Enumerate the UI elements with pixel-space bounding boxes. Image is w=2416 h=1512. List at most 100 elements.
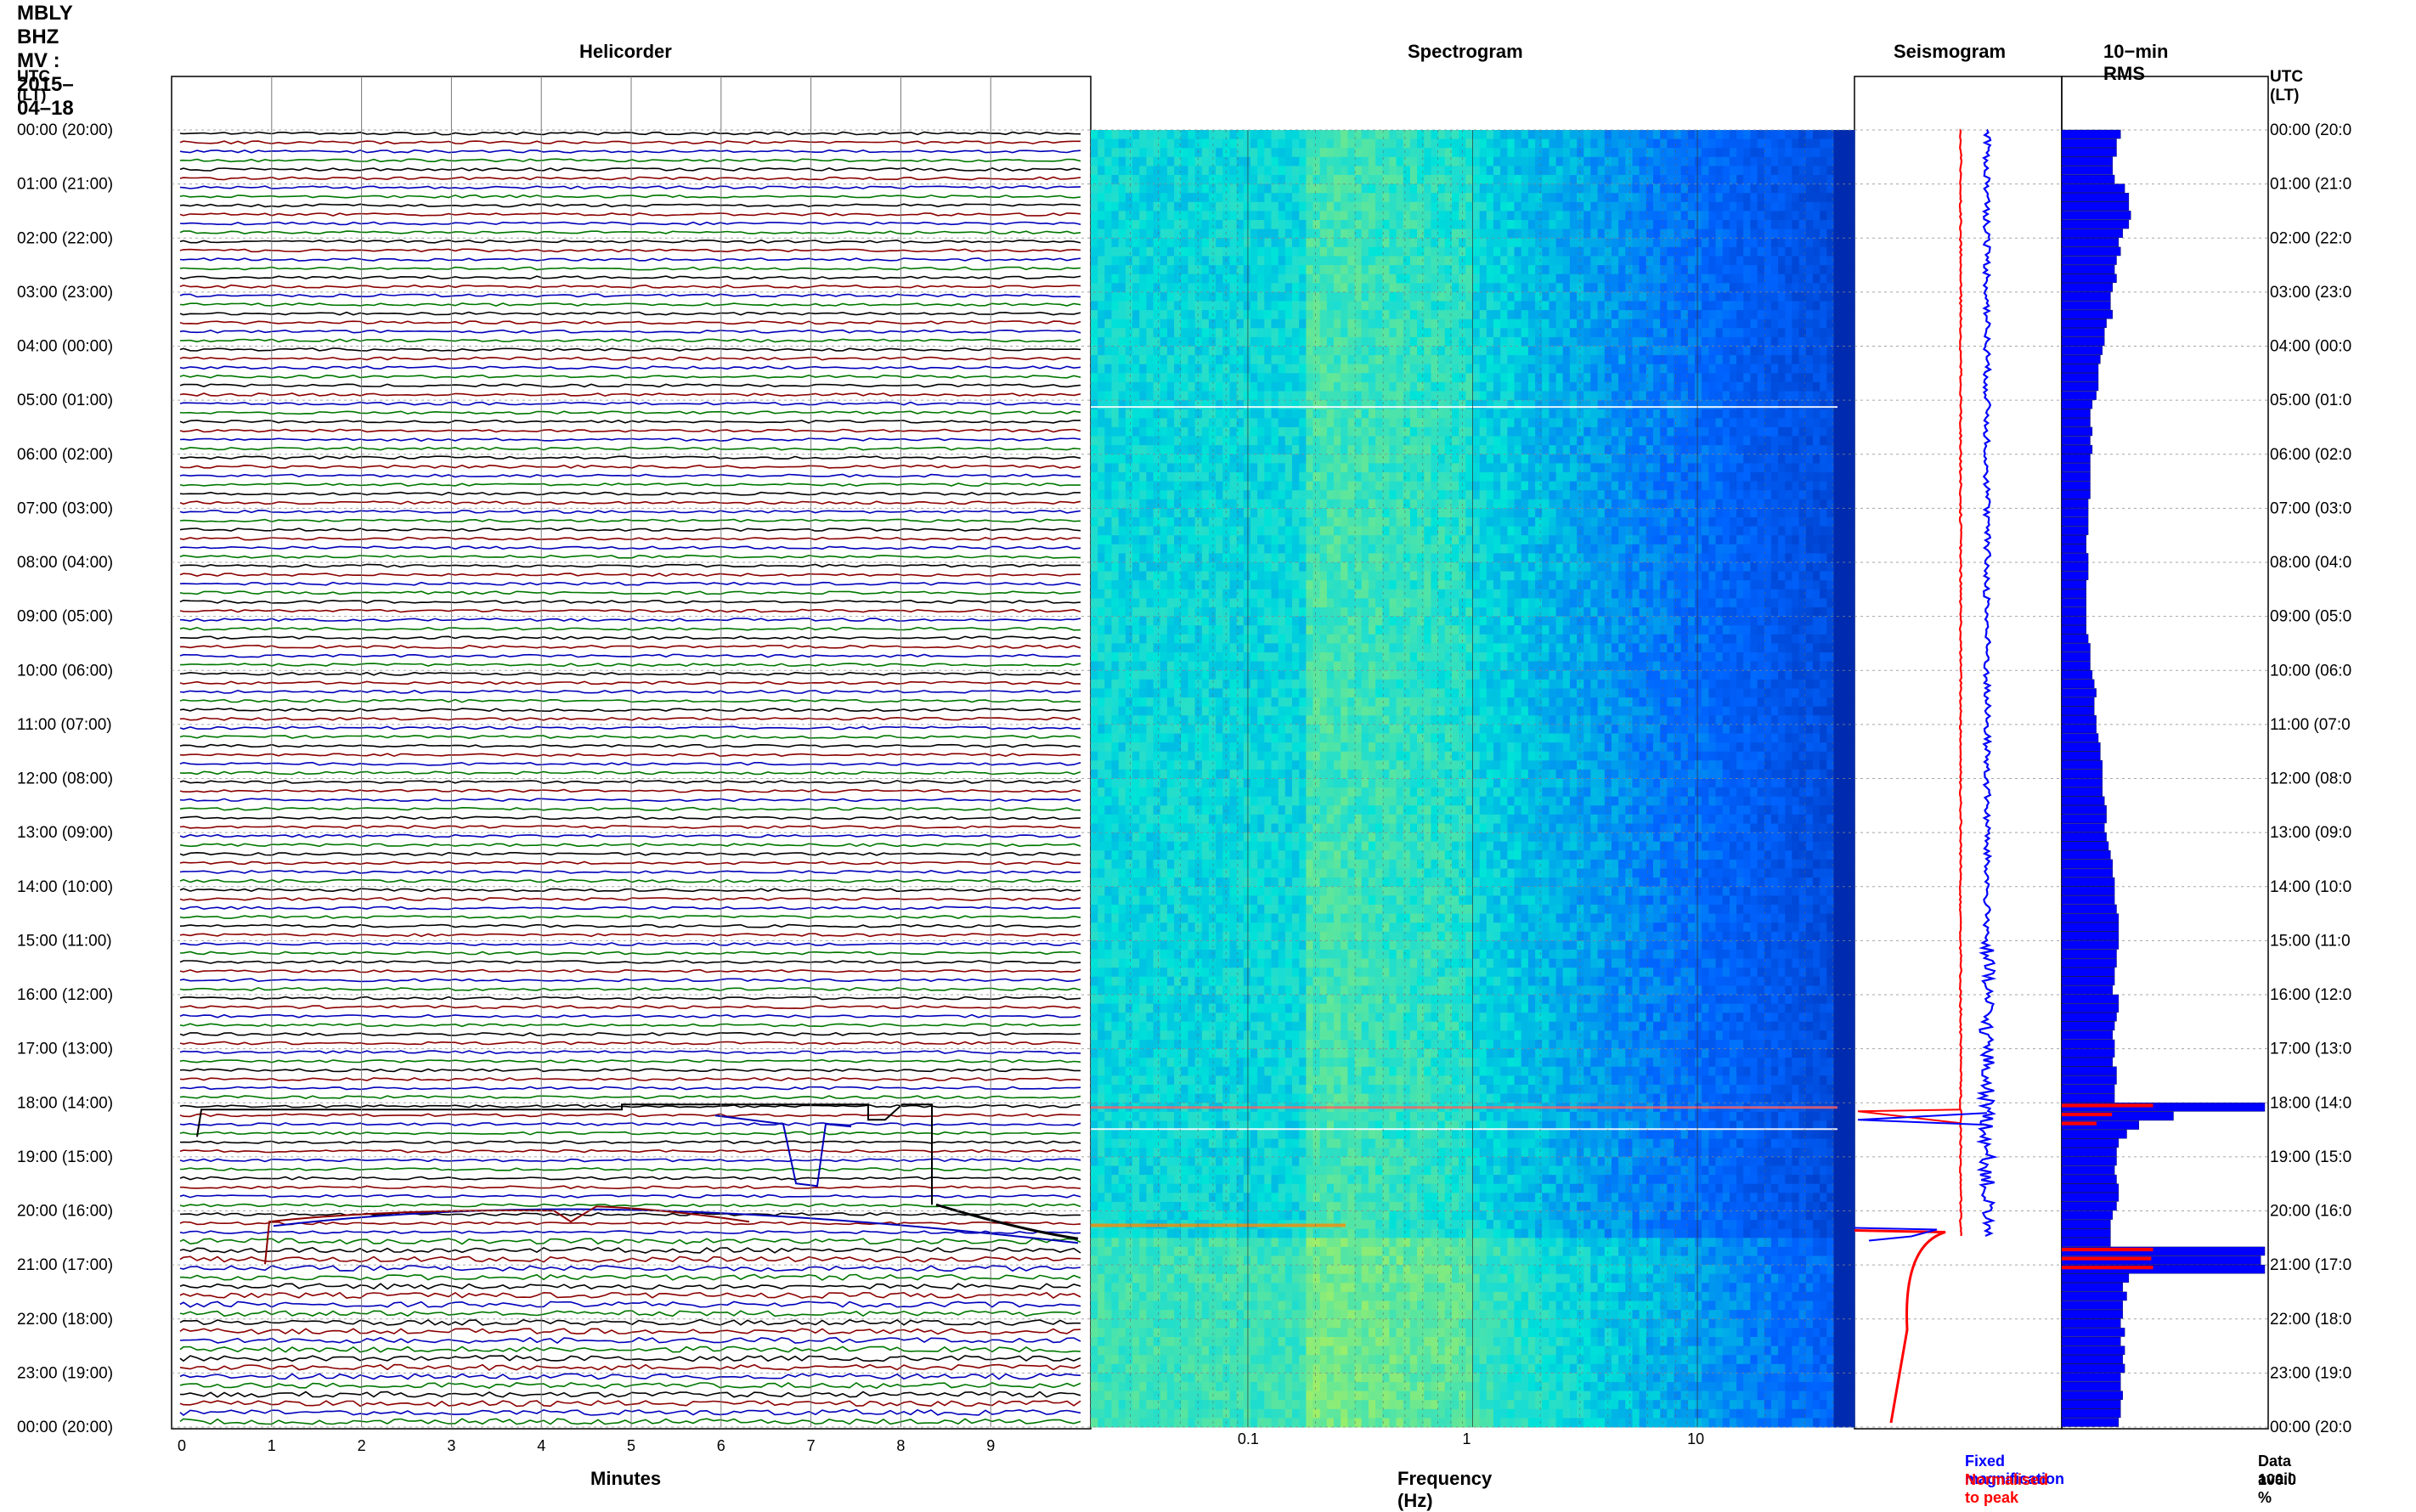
spectrogram-cell [1098,364,1105,374]
spectrogram-cell [1758,400,1765,409]
spectrogram-cell [1799,175,1807,184]
spectrogram-cell [1695,130,1702,139]
spectrogram-cell [1806,347,1814,356]
spectrogram-cell [1493,517,1501,527]
spectrogram-cell [1195,364,1203,374]
spectrogram-cell [1778,139,1786,149]
spectrogram-cell [1320,292,1328,302]
spectrogram-cell [1633,517,1640,527]
spectrogram-cell [1771,392,1779,401]
spectrogram-cell [1473,508,1481,517]
spectrogram-cell [1633,472,1640,482]
spectrogram-cell [1480,184,1487,194]
spectrogram-cell [1487,211,1494,220]
spectrogram-cell [1334,238,1341,247]
spectrogram-cell [1640,490,1647,499]
spectrogram-cell [1272,229,1279,239]
spectrogram-cell [1806,482,1814,491]
spectrogram-cell [1195,229,1203,239]
spectrogram-cell [1674,499,1682,509]
spectrogram-cell [1605,130,1612,139]
spectrogram-cell [1834,175,1842,184]
spectrogram-cell [1403,157,1411,166]
spectrogram-cell [1119,193,1126,202]
spectrogram-cell [1500,337,1508,347]
spectrogram-cell [1389,166,1397,175]
spectrogram-cell [1327,373,1335,382]
spectrogram-cell [1132,445,1140,454]
spectrogram-cell [1230,310,1238,319]
spectrogram-cell [1132,499,1140,509]
spectrogram-cell [1667,463,1674,472]
spectrogram-cell [1473,482,1481,491]
spectrogram-cell [1320,499,1328,509]
spectrogram-cell [1820,347,1827,356]
spectrogram-cell [1382,463,1390,472]
spectrogram-cell [1806,302,1814,311]
spectrogram-cell [1535,265,1543,274]
spectrogram-cell [1778,400,1786,409]
spectrogram-cell [1688,347,1696,356]
spectrogram-cell [1424,445,1431,454]
spectrogram-cell [1410,463,1418,472]
spectrogram-cell [1750,517,1758,527]
spectrogram-cell [1279,527,1286,536]
spectrogram-cell [1674,508,1682,517]
spectrogram-cell [1590,472,1598,482]
spectrogram-cell [1146,355,1154,364]
spectrogram-cell [1708,310,1716,319]
spectrogram-cell [1341,310,1348,319]
spectrogram-cell [1375,257,1383,266]
spectrogram-cell [1500,482,1508,491]
spectrogram-cell [1799,463,1807,472]
spectrogram-cell [1723,355,1730,364]
spectrogram-cell [1445,463,1453,472]
spectrogram-cell [1583,382,1591,392]
spectrogram-cell [1154,527,1161,536]
spectrogram-cell [1785,328,1792,337]
spectrogram-cell [1119,427,1126,437]
spectrogram-cell [1820,257,1827,266]
spectrogram-cell [1487,157,1494,166]
spectrogram-cell [1660,463,1668,472]
spectrogram-cell [1515,392,1522,401]
spectrogram-cell [1834,157,1842,166]
spectrogram-cell [1695,292,1702,302]
spectrogram-cell [1785,355,1792,364]
spectrogram-cell [1146,229,1154,239]
spectrogram-cell [1160,184,1168,194]
spectrogram-cell [1535,364,1543,374]
spectrogram-cell [1341,392,1348,401]
spectrogram-cell [1688,157,1696,166]
spectrogram-cell [1577,427,1584,437]
spectrogram-cell [1222,400,1230,409]
spectrogram-cell [1327,310,1335,319]
spectrogram-cell [1244,211,1251,220]
spectrogram-cell [1362,302,1369,311]
spectrogram-cell [1570,310,1578,319]
spectrogram-cell [1299,454,1307,464]
spectrogram-cell [1257,193,1265,202]
spectrogram-cell [1625,193,1633,202]
spectrogram-cell [1250,392,1258,401]
spectrogram-cell [1250,257,1258,266]
spectrogram-cell [1216,319,1223,329]
spectrogram-cell [1272,337,1279,347]
spectrogram-cell [1743,166,1751,175]
spectrogram-cell [1264,130,1272,139]
spectrogram-cell [1119,302,1126,311]
spectrogram-cell [1465,238,1473,247]
spectrogram-cell [1160,157,1168,166]
spectrogram-cell [1681,193,1689,202]
spectrogram-cell [1473,130,1481,139]
spectrogram-cell [1820,247,1827,257]
spectrogram-cell [1778,437,1786,446]
spectrogram-cell [1279,292,1286,302]
spectrogram-cell [1188,437,1195,446]
spectrogram-cell [1826,229,1834,239]
spectrogram-cell [1160,508,1168,517]
spectrogram-cell [1640,274,1647,284]
spectrogram-cell [1257,247,1265,257]
spectrogram-cell [1292,517,1300,527]
spectrogram-cell [1465,130,1473,139]
